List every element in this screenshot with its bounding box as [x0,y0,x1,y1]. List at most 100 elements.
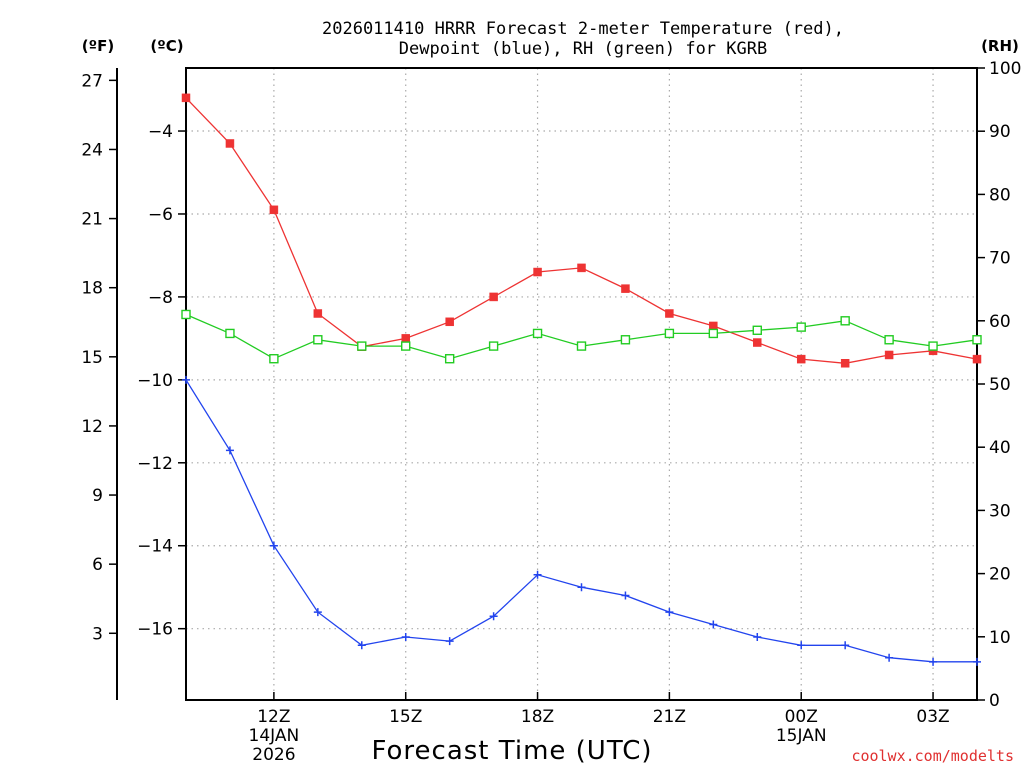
dewpoint-point [797,641,806,650]
dewpoint-point [225,446,234,455]
rh-point [752,325,762,335]
dewpoint-point [709,620,718,629]
temperature-point [665,309,674,318]
rh-point [532,328,543,339]
rh-point [269,354,279,364]
rh-point [357,341,367,351]
x-tick-date: 14JAN [249,726,300,746]
dewpoint-series [182,375,981,666]
dewpoint-line [185,379,977,663]
temperature-point [840,359,850,368]
celsius-tick-label: −10 [137,371,173,391]
temperature-point [225,139,235,148]
rh-point [313,335,323,345]
rh-tick-label: 20 [989,565,1011,585]
fahrenheit-unit-label: (ºF) [82,37,114,55]
dewpoint-point [489,612,498,621]
temperature-point [533,267,542,277]
temperature-point [445,317,454,327]
x-tick-label: 15Z [389,707,422,727]
rh-line [185,313,978,360]
rh-series [181,309,982,364]
rh-tick-label: 30 [989,501,1011,521]
dewpoint-point [973,657,981,666]
dewpoint-point [577,583,586,592]
dewpoint-point [401,632,410,641]
rh-tick-label: 50 [989,375,1011,395]
rh-point [796,322,806,332]
rh-point [576,341,587,351]
rh-point [225,328,235,339]
temperature-point [577,263,586,273]
rh-tick-label: 40 [989,438,1011,458]
rh-point [708,328,719,339]
dewpoint-point [885,653,894,662]
dewpoint-point [753,632,762,641]
rh-tick-label: 90 [989,122,1011,142]
celsius-tick-label: −12 [137,454,173,474]
celsius-tick-label: −8 [148,288,173,308]
fahrenheit-tick-label: 18 [81,279,103,299]
temperature-line [185,97,978,364]
rh-point [928,341,938,351]
fahrenheit-tick-label: 9 [92,486,103,506]
temperature-point [621,284,630,293]
rh-point [664,328,675,339]
temperature-point [401,334,410,343]
dewpoint-point [269,541,278,550]
dewpoint-point [621,591,630,600]
chart-title-line2: Dewpoint (blue), RH (green) for KGRB [399,39,767,59]
fahrenheit-tick-label: 6 [92,555,103,575]
series-layer [181,93,982,666]
fahrenheit-tick-label: 24 [81,140,103,160]
axes: 272421181512963−4−6−8−10−12−14−161009080… [81,59,1021,765]
dewpoint-point [445,637,454,646]
dewpoint-point [533,570,542,579]
rh-point [488,341,499,351]
x-tick-label: 12Z [257,707,290,727]
rh-point [444,354,455,364]
rh-point [884,335,894,345]
plot-frame [185,67,978,701]
celsius-tick-label: −4 [148,122,173,142]
rh-tick-label: 60 [989,312,1011,332]
temperature-point [269,205,279,215]
temperature-point [884,350,894,360]
temperature-point [972,354,982,364]
rh-point [620,335,631,345]
credit-label: coolwx.com/modelts [851,747,1014,765]
x-tick-label: 00Z [785,707,818,727]
rh-unit-label: (RH) [981,37,1019,55]
temperature-point [489,292,498,302]
dewpoint-point [841,641,850,650]
temperature-point [753,338,762,347]
dewpoint-point [357,641,366,650]
x-tick-label: 18Z [521,707,554,727]
rh-tick-label: 80 [989,185,1011,205]
x-tick-year: 2026 [252,745,295,765]
rh-point [181,309,191,320]
rh-point [401,341,411,351]
fahrenheit-tick-label: 27 [81,71,103,91]
dewpoint-point [313,608,322,617]
rh-tick-label: 10 [989,628,1011,648]
fahrenheit-tick-label: 21 [81,210,103,230]
fahrenheit-tick-label: 12 [81,417,103,437]
x-tick-label: 21Z [653,707,686,727]
dewpoint-point [665,608,674,617]
dewpoint-point [182,375,190,384]
x-tick-label: 03Z [916,707,949,727]
temperature-point [313,309,323,318]
dewpoint-point [929,657,938,666]
temperature-series [181,93,982,368]
rh-point [840,316,850,326]
grid-lines [186,68,977,700]
rh-point [972,335,982,345]
rh-tick-label: 100 [989,59,1021,79]
x-axis-label: Forecast Time (UTC) [371,736,652,766]
celsius-tick-label: −14 [137,537,173,557]
x-tick-date: 15JAN [776,726,827,746]
chart-title-line1: 2026011410 HRRR Forecast 2-meter Tempera… [322,19,844,39]
temperature-point [181,93,191,103]
